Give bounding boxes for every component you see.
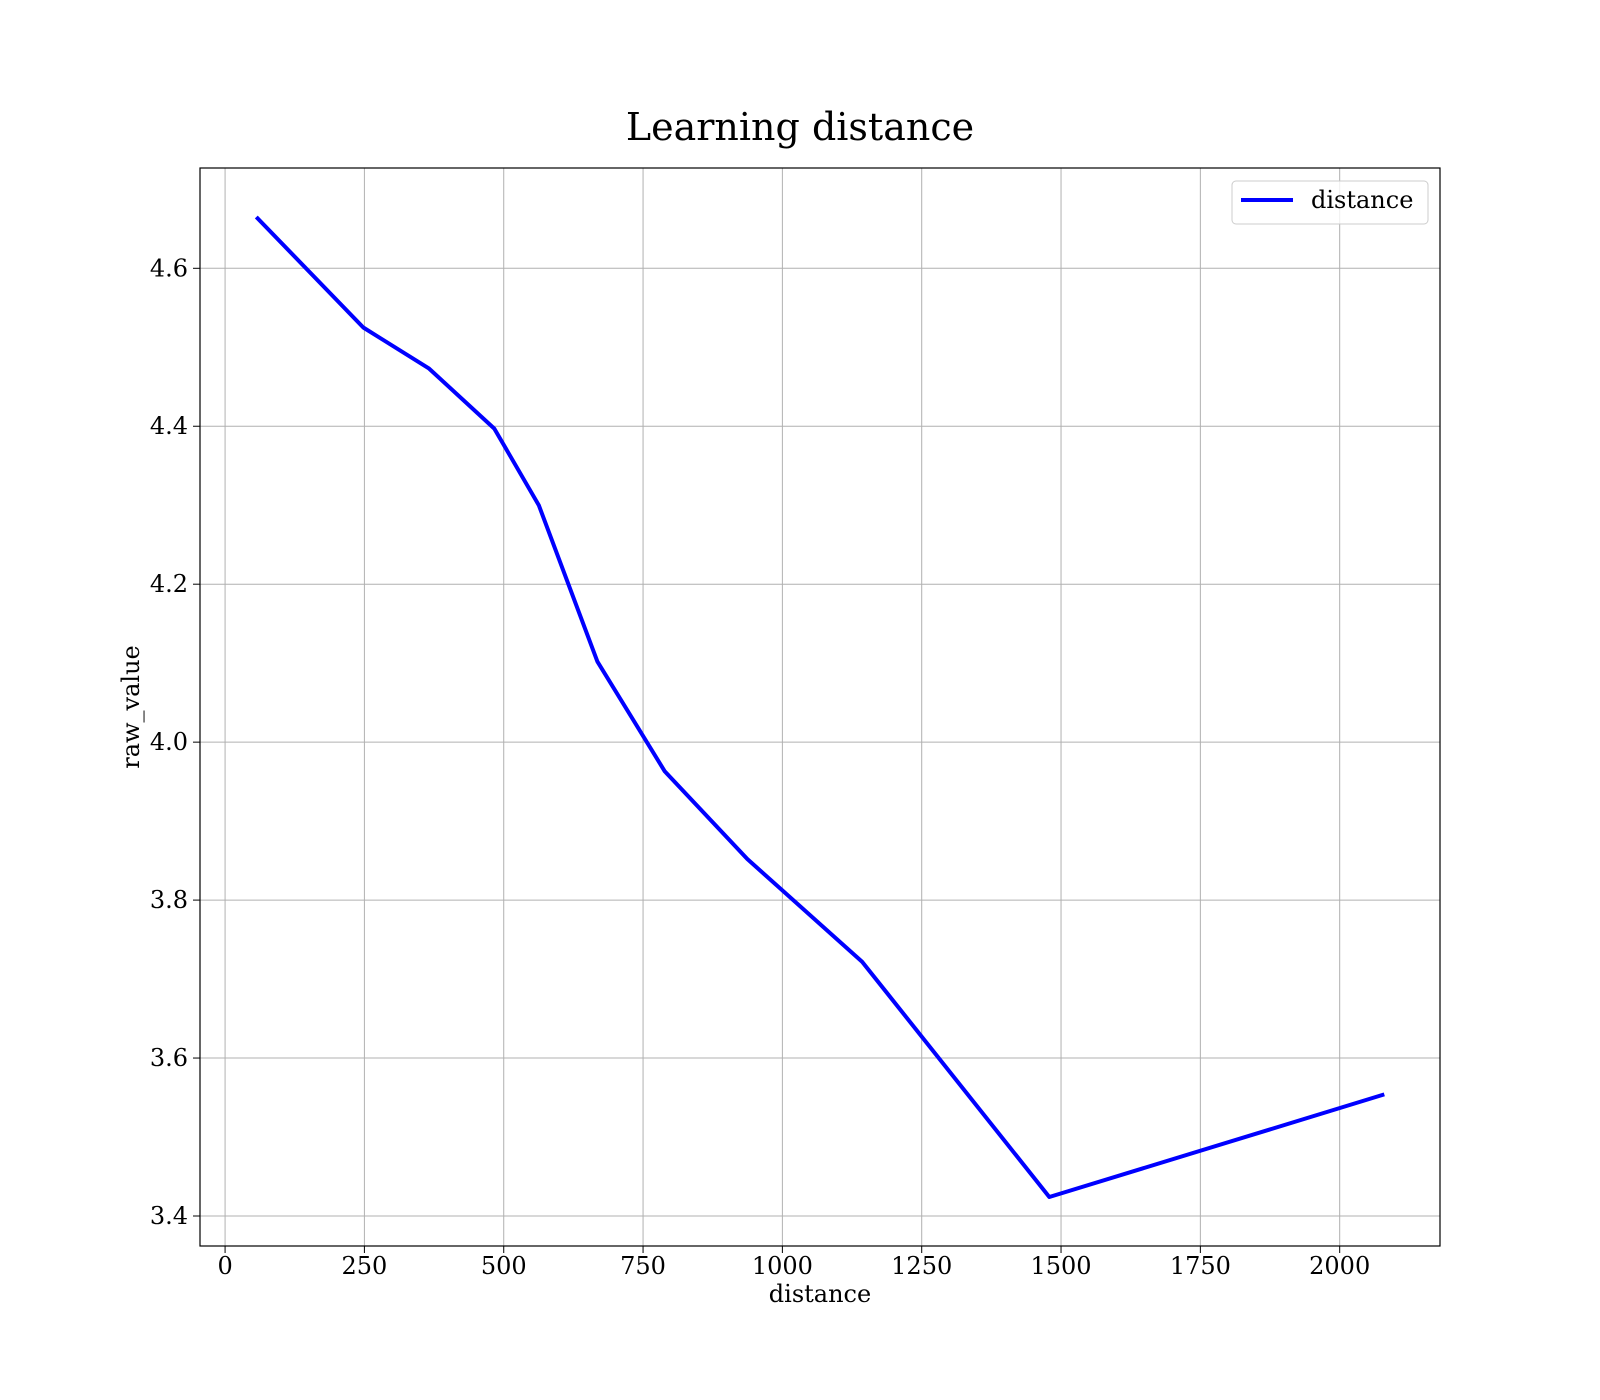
y-tick-label: 4.6	[150, 254, 188, 282]
series-line-distance	[254, 215, 1385, 1199]
x-tick-label: 2000	[1309, 1252, 1370, 1280]
y-tick-label: 4.2	[150, 570, 188, 598]
x-tick-label: 0	[217, 1252, 232, 1280]
y-tick-label: 3.6	[150, 1044, 188, 1072]
grid-lines	[200, 168, 1440, 1246]
x-tick-label: 750	[620, 1252, 666, 1280]
x-tick-label: 1500	[1030, 1252, 1091, 1280]
y-tick-label: 3.4	[150, 1202, 188, 1230]
y-tick-label: 4.4	[150, 412, 188, 440]
x-tick-label: 250	[341, 1252, 387, 1280]
x-tick-label: 500	[481, 1252, 527, 1280]
x-axis-label: distance	[769, 1280, 871, 1308]
x-tick-label: 1250	[891, 1252, 952, 1280]
axis-ticks: 0 250 500 750 1000 1250 1500 1750 2000 3.4 3.6 3.8 4…	[150, 254, 1370, 1280]
x-tick-label: 1750	[1170, 1252, 1231, 1280]
series-layer	[254, 215, 1385, 1199]
x-tick-label: 1000	[752, 1252, 813, 1280]
y-tick-label: 4.0	[150, 728, 188, 756]
legend-label-distance: distance	[1311, 186, 1413, 214]
chart-title: Learning distance	[626, 105, 974, 149]
y-tick-label: 3.8	[150, 886, 188, 914]
plot-frame	[199, 167, 1441, 1247]
y-axis-label: raw_value	[117, 645, 145, 769]
legend-box	[1231, 180, 1429, 225]
legend: distance	[1231, 180, 1429, 225]
